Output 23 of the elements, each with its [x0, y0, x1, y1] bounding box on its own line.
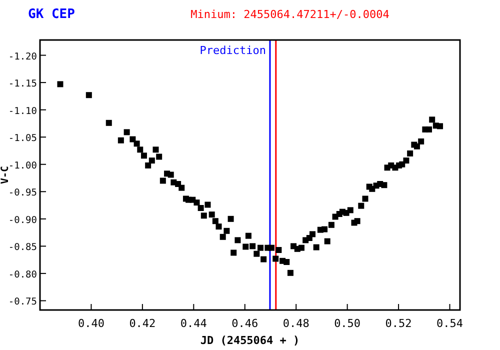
x-axis-title: JD (2455064 + ) — [200, 334, 300, 347]
y-tick-label: -0.80 — [8, 269, 38, 280]
y-tick-label: -1.20 — [8, 51, 38, 62]
y-tick-label: -1.00 — [8, 160, 38, 172]
y-tick-label: -1.10 — [8, 106, 38, 117]
y-tick-label: -1.05 — [8, 133, 37, 144]
y-tick-label: -0.90 — [8, 214, 38, 226]
x-tick-label: 0.48 — [282, 317, 310, 330]
x-tick-label: 0.54 — [436, 317, 464, 330]
ref-line-label: Prediction — [200, 44, 266, 57]
x-tick-label: 0.50 — [334, 317, 361, 330]
chart-title: GK CEP — [28, 7, 76, 22]
chart-subtitle: Minium: 2455064.47211+/-0.0004 — [190, 8, 390, 21]
y-tick-label: -1.15 — [8, 78, 37, 90]
x-tick-label: 0.42 — [129, 317, 156, 330]
x-tick-label: 0.44 — [180, 317, 208, 330]
x-tick-label: 0.46 — [232, 317, 258, 330]
x-tick-label: 0.40 — [78, 317, 104, 330]
y-axis-title: V-C — [0, 166, 11, 184]
y-tick-label: -0.85 — [8, 242, 37, 254]
y-tick-label: -0.75 — [8, 296, 37, 308]
x-tick-label: 0.52 — [385, 317, 412, 330]
y-tick-label: -0.95 — [8, 188, 37, 199]
